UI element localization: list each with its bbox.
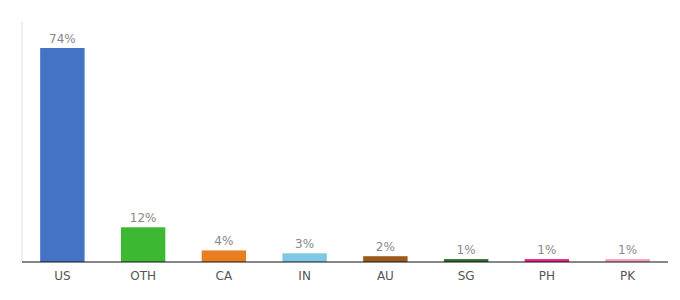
x-tick-label: OTH <box>130 269 156 283</box>
bar <box>282 253 326 262</box>
x-tick-label: CA <box>216 269 233 283</box>
x-tick-label: PH <box>539 269 555 283</box>
x-axis-line <box>22 261 668 262</box>
bar <box>363 256 407 262</box>
data-label: 1% <box>618 243 637 257</box>
x-tick-label: IN <box>298 269 311 283</box>
data-label: 4% <box>214 234 233 248</box>
data-label: 74% <box>49 32 76 46</box>
chart-container: US OTH CA IN AU SG PH PK 74% 12% 4% 3% 2% 1% 1% 1% <box>0 0 680 300</box>
bar <box>40 48 84 262</box>
y-axis-line <box>22 22 23 262</box>
x-tick-label: AU <box>377 269 394 283</box>
bar <box>121 227 165 262</box>
bars <box>40 48 650 262</box>
data-label: 1% <box>537 243 556 257</box>
x-tick-label: PK <box>620 269 636 283</box>
data-label: 2% <box>376 240 395 254</box>
chart: US OTH CA IN AU SG PH PK 74% 12% 4% 3% 2% 1% 1% 1% <box>0 0 680 300</box>
data-label: 3% <box>295 237 314 251</box>
x-tick-label: US <box>54 269 70 283</box>
x-tick-label: SG <box>458 269 475 283</box>
data-label: 1% <box>457 243 476 257</box>
bar <box>202 250 246 262</box>
data-label: 12% <box>130 211 157 225</box>
